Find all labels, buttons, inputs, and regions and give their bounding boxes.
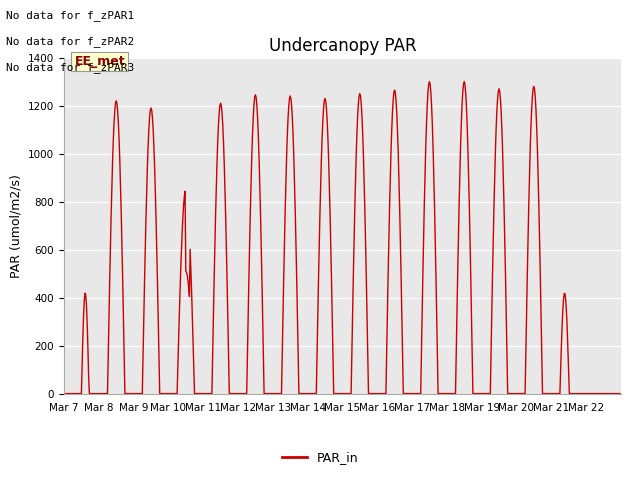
Title: Undercanopy PAR: Undercanopy PAR	[269, 36, 416, 55]
Text: EE_met: EE_met	[74, 55, 125, 68]
Y-axis label: PAR (umol/m2/s): PAR (umol/m2/s)	[10, 174, 22, 277]
Legend: PAR_in: PAR_in	[276, 446, 364, 469]
Text: No data for f_zPAR1: No data for f_zPAR1	[6, 10, 134, 21]
Text: No data for f_zPAR2: No data for f_zPAR2	[6, 36, 134, 47]
Text: No data for f_zPAR3: No data for f_zPAR3	[6, 62, 134, 73]
